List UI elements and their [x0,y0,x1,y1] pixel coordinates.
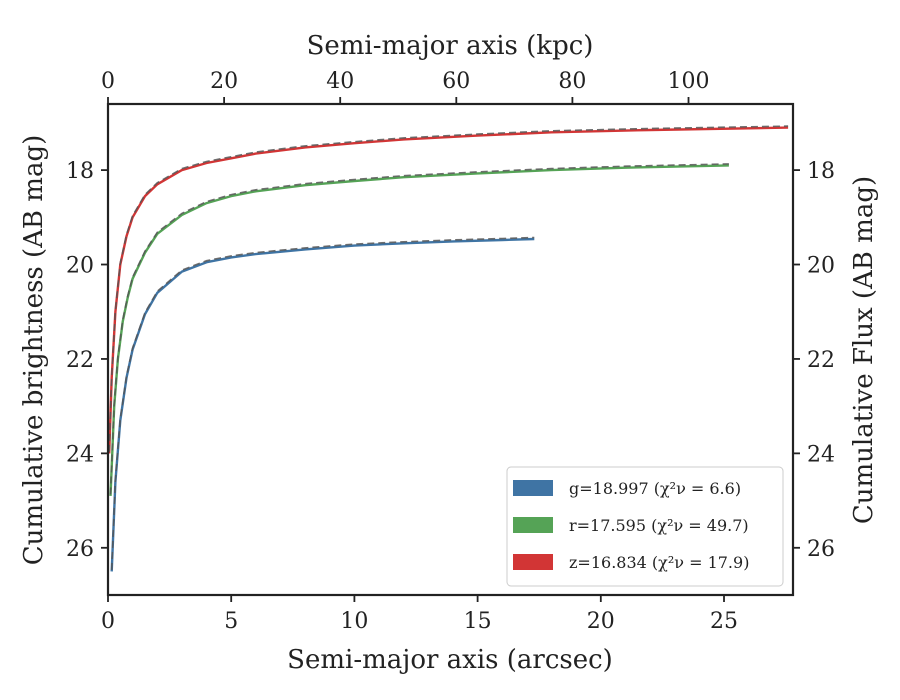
x-axis-title: Semi-major axis (arcsec) [287,645,613,675]
y-tick-label: 22 [66,348,94,373]
x-tick-label: 20 [587,609,615,634]
axes-layer: 0 5 10 15 20 25 0 20 40 60 80 100 18 18 20 20 22 22 24 24 26… [66,69,835,634]
series-z-model-line [108,125,789,452]
top-x-tick-label: 40 [326,69,354,94]
legend-frame [506,466,784,587]
x-tick-label: 0 [101,609,115,634]
right-y-tick-label: 18 [807,159,835,184]
series-r-model-line [109,163,729,495]
series-g-model-line [110,236,535,570]
legend-swatch-z [513,554,553,570]
right-y-tick-label: 20 [807,254,835,279]
top-x-tick-label: 80 [558,69,586,94]
y-tick-label: 26 [66,537,94,562]
legend-swatch-r [513,517,553,533]
legend-swatch-g [513,480,553,496]
series-r-line [109,164,729,496]
y-tick-label: 20 [66,254,94,279]
right-y-tick-label: 24 [807,442,835,467]
top-axis-title: Semi-major axis (kpc) [307,31,594,61]
plot-frame [106,102,795,597]
legend-label-r: r=17.595 (χ²ν = 49.7) [569,516,749,535]
x-tick-label: 5 [224,609,238,634]
x-tick-label: 10 [340,609,368,634]
top-x-tick-label: 20 [210,69,238,94]
right-axis-title: Cumulative Flux (AB mag) [849,176,879,524]
right-y-tick-label: 26 [807,537,835,562]
top-x-tick-label: 0 [101,69,115,94]
series-g-line [110,237,535,572]
x-tick-label: 25 [710,609,738,634]
series-z-line [108,126,789,454]
y-tick-label: 24 [66,442,94,467]
x-tick-label: 15 [464,609,492,634]
legend-label-g: g=18.997 (χ²ν = 6.6) [569,479,741,498]
y-axis-title: Cumulative brightness (AB mag) [19,135,49,566]
right-y-tick-label: 22 [807,348,835,373]
y-tick-label: 18 [66,159,94,184]
legend-label-z: z=16.834 (χ²ν = 17.9) [569,553,749,572]
legend: g=18.997 (χ²ν = 6.6) r=17.595 (χ²ν = 49.7… [506,466,784,587]
curves-layer [108,125,789,572]
top-x-tick-label: 60 [442,69,470,94]
top-x-tick-label: 100 [668,69,710,94]
